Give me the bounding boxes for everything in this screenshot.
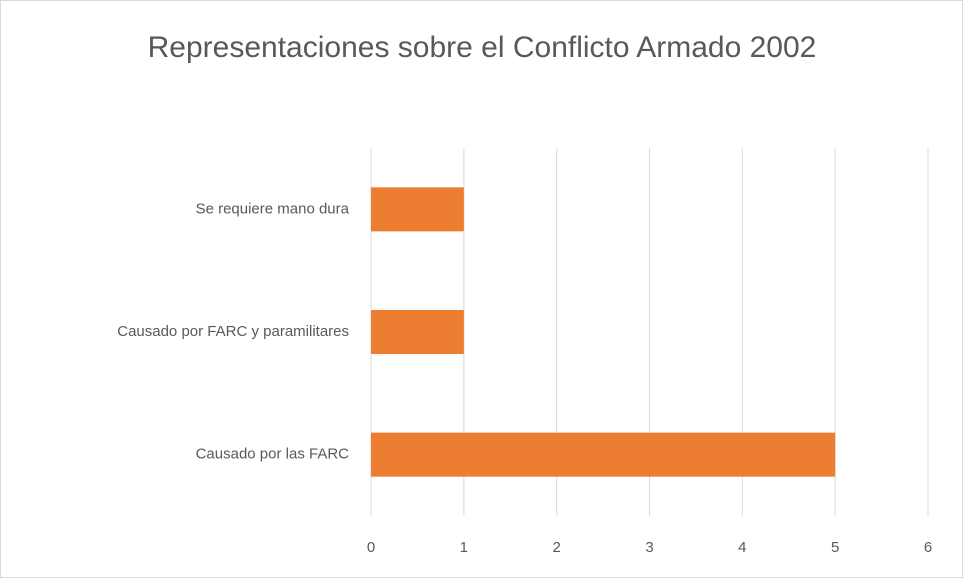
bar [371,310,464,354]
bar [371,432,836,477]
x-tick-label: 6 [924,539,932,556]
y-tick-label: Causado por las FARC [196,446,350,463]
x-tick-label: 0 [367,539,375,556]
bar [371,187,464,232]
y-tick-label: Se requiere mano dura [196,200,350,217]
x-tick-label: 2 [552,539,560,556]
x-tick-label: 3 [645,539,653,556]
x-tick-label: 5 [831,539,839,556]
y-tick-label: Causado por FARC y paramilitares [117,323,349,340]
chart-title: Representaciones sobre el Conflicto Arma… [147,31,817,64]
x-tick-label: 4 [738,539,746,556]
x-tick-label: 1 [460,539,468,556]
